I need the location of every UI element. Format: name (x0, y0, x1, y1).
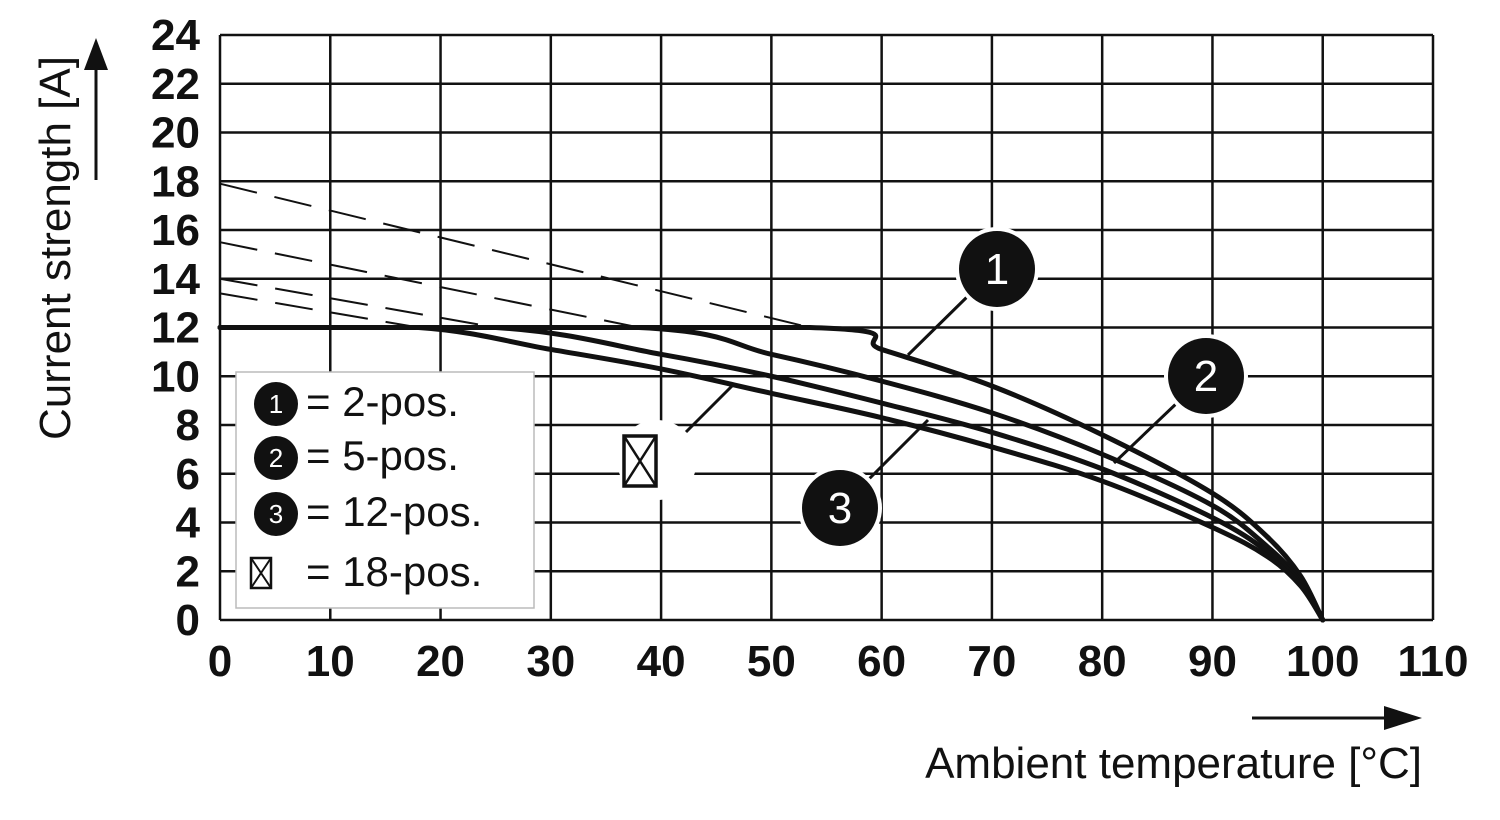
x-axis-title: Ambient temperature [°C] (925, 739, 1422, 788)
y-tick-label-12: 12 (151, 304, 200, 353)
legend-marker-2 (254, 436, 298, 480)
legend-marker-1-label: 1 (269, 389, 283, 419)
y-tick-label-8: 8 (176, 401, 200, 450)
callout-1: 1 (906, 227, 1039, 357)
legend-item-4: = 18-pos. (249, 548, 482, 595)
callout-leader-3 (866, 418, 930, 482)
grid (218, 33, 1435, 622)
callout-badge-3 (802, 470, 878, 546)
y-tick-label-10: 10 (151, 352, 200, 401)
callout-leader-18-pos (684, 384, 734, 434)
series-line-5-pos (217, 325, 1326, 623)
legend-marker-4-cross-b (250, 557, 272, 589)
x-axis-arrow-head (1384, 706, 1422, 730)
y-tick-label-16: 16 (151, 206, 200, 255)
y-tick-label-0: 0 (176, 596, 200, 645)
callout-leader-2 (1112, 400, 1180, 465)
callout-label-2: 2 (1194, 352, 1218, 401)
series-line-12-pos (217, 325, 1326, 623)
curve-callouts: 1 2 3 (617, 227, 1248, 550)
callout-box-cross-icon (622, 434, 658, 488)
x-tick-label-0: 0 (208, 637, 232, 686)
callout-badge-2 (1168, 338, 1244, 414)
callout-cross-b (622, 435, 658, 487)
y-axis-arrow-head (84, 38, 108, 70)
x-tick-label-40: 40 (637, 637, 686, 686)
x-tick-label-110: 110 (1398, 637, 1469, 686)
tick-labels: 0 10 20 30 40 50 60 70 80 90 100 110024681012141618… (151, 11, 1468, 686)
callout-label-1: 1 (985, 245, 1009, 294)
legend-label-2: = 5-pos. (306, 432, 459, 479)
y-axis-title: Current strength [A] (31, 56, 80, 440)
x-tick-label-10: 10 (306, 637, 355, 686)
y-tick-label-2: 2 (176, 547, 200, 596)
callout-18-pos (617, 384, 734, 500)
dashed-extension-12-pos (219, 277, 496, 329)
legend-marker-1 (254, 382, 298, 426)
legend-item-1: 1 = 2-pos. (254, 378, 459, 426)
dashed-extension-2-pos (219, 182, 811, 329)
y-tick-label-18: 18 (151, 157, 200, 206)
y-tick-label-4: 4 (176, 499, 201, 548)
callout-2: 2 (1112, 334, 1248, 465)
series-line-18-pos (217, 325, 1326, 623)
legend-marker-4-box-icon (249, 556, 273, 590)
legend: 1 = 2-pos. 2 = 5-pos. 3 = 12-pos. = 18-p… (235, 371, 535, 609)
x-tick-label-50: 50 (747, 637, 796, 686)
dashed-extension-18-pos (219, 292, 419, 329)
legend-marker-3-label: 3 (269, 499, 283, 529)
legend-label-4: = 18-pos. (306, 548, 482, 595)
callout-3: 3 (798, 418, 930, 550)
callout-label-3: 3 (828, 484, 852, 533)
x-tick-label-100: 100 (1286, 637, 1359, 686)
x-tick-label-80: 80 (1078, 637, 1127, 686)
x-tick-label-90: 90 (1188, 637, 1237, 686)
y-tick-label-22: 22 (151, 60, 200, 109)
legend-item-3: 3 = 12-pos. (254, 488, 482, 536)
dashed-extension-5-pos (219, 241, 640, 329)
x-tick-label-20: 20 (416, 637, 465, 686)
y-tick-label-6: 6 (176, 450, 200, 499)
x-tick-label-70: 70 (967, 637, 1016, 686)
y-tick-label-20: 20 (151, 109, 200, 158)
legend-marker-3 (254, 492, 298, 536)
x-tick-label-30: 30 (526, 637, 575, 686)
dashed-extensions (219, 182, 811, 329)
callout-badge-1 (959, 231, 1035, 307)
series-line-2-pos (217, 325, 1326, 623)
curves (217, 325, 1326, 623)
callout-leader-1 (906, 294, 970, 357)
y-tick-label-24: 24 (151, 11, 200, 60)
legend-label-3: = 12-pos. (306, 488, 482, 535)
legend-marker-2-label: 2 (269, 443, 283, 473)
legend-label-1: = 2-pos. (306, 378, 459, 425)
x-tick-label-60: 60 (857, 637, 906, 686)
y-tick-label-14: 14 (151, 255, 200, 304)
legend-item-2: 2 = 5-pos. (254, 432, 459, 480)
